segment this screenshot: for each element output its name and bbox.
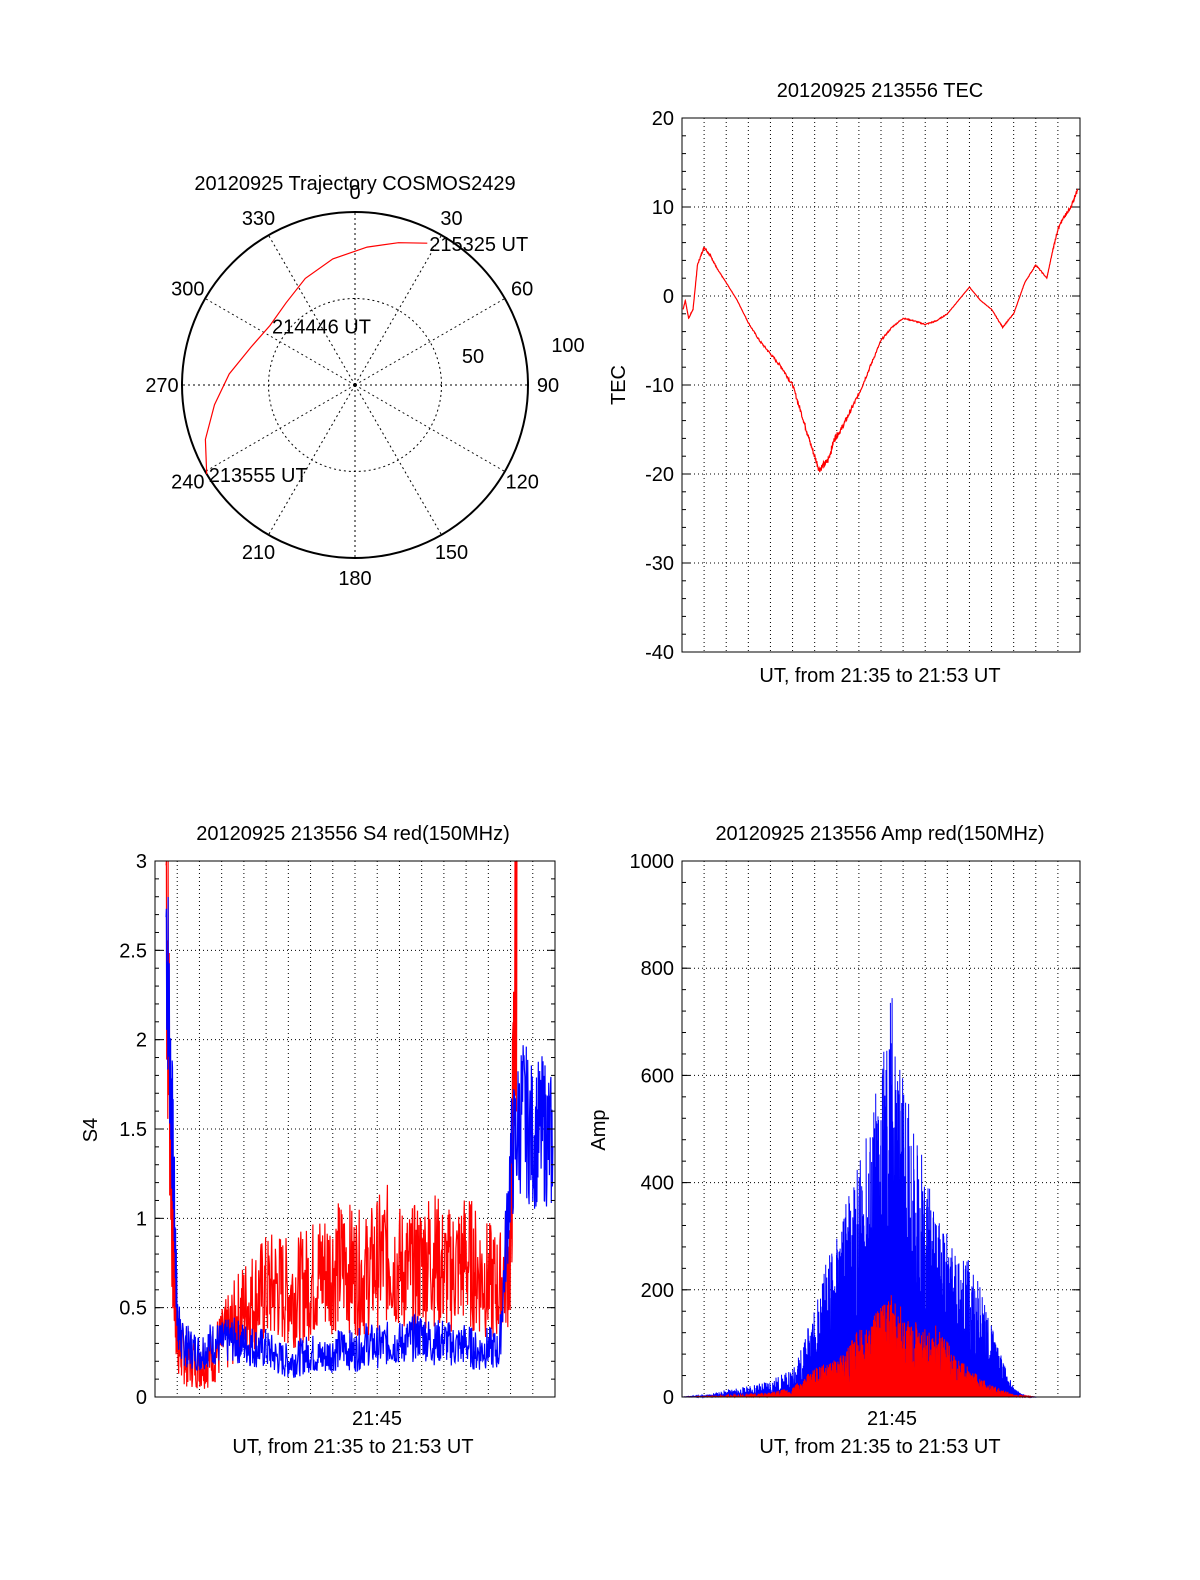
polar-angle-label: 210 bbox=[242, 542, 275, 564]
polar-angle-label: 240 bbox=[171, 472, 204, 494]
polar-angle-label: 300 bbox=[171, 279, 204, 301]
y-tick-label: 0 bbox=[136, 1387, 147, 1409]
y-tick-label: 0 bbox=[663, 1387, 674, 1409]
s4-y-axis-label: S4 bbox=[80, 1118, 102, 1142]
s4-chart-title: 20120925 213556 S4 red(150MHz) bbox=[196, 823, 510, 845]
y-tick-label: 1 bbox=[136, 1208, 147, 1230]
polar-angle-label: 120 bbox=[505, 472, 538, 494]
amp-x-tick-label: 21:45 bbox=[867, 1408, 917, 1430]
polar-outer-circle bbox=[181, 211, 529, 559]
polar-angle-label: 60 bbox=[511, 279, 533, 301]
y-tick-label: 0 bbox=[663, 286, 674, 308]
trajectory-time-label: 214446 UT bbox=[272, 316, 371, 338]
y-tick-label: 200 bbox=[641, 1280, 674, 1302]
s4-red-series bbox=[165, 860, 518, 1389]
tec-y-ticks: 20 10 0 -10 -20 -30 -40 bbox=[645, 108, 1080, 664]
polar-grid-spoke bbox=[354, 298, 506, 386]
trajectory-annotations: 215325 UT 214446 UT 213555 UT bbox=[209, 234, 529, 487]
y-tick-label: -40 bbox=[645, 642, 674, 664]
amp-y-axis-label: Amp bbox=[588, 1109, 610, 1150]
polar-angle-label: 150 bbox=[435, 542, 468, 564]
amp-y-ticks: 1000 800 600 400 200 0 bbox=[630, 851, 1080, 1409]
y-tick-label: 600 bbox=[641, 1065, 674, 1087]
polar-grid-spoke bbox=[268, 234, 356, 386]
y-tick-label: 1000 bbox=[630, 851, 675, 873]
y-tick-label: 1.5 bbox=[119, 1119, 147, 1141]
polar-angle-label: 180 bbox=[338, 568, 371, 590]
amp-red-series bbox=[682, 1295, 1080, 1399]
polar-grid-spoke bbox=[268, 384, 356, 536]
polar-chart-title: 20120925 Trajectory COSMOS2429 bbox=[194, 173, 515, 195]
y-tick-label: 2 bbox=[136, 1030, 147, 1052]
y-tick-label: -10 bbox=[645, 375, 674, 397]
y-tick-label: 0.5 bbox=[119, 1298, 147, 1320]
polar-angle-label: 270 bbox=[145, 375, 178, 397]
tec-y-axis-label: TEC bbox=[608, 365, 630, 405]
polar-radial-labels: 50 100 bbox=[462, 335, 585, 368]
amp-plot-frame bbox=[681, 860, 1081, 1398]
y-tick-label: 800 bbox=[641, 958, 674, 980]
trajectory-line bbox=[204, 242, 428, 475]
amp-x-axis-label: UT, from 21:35 to 21:53 UT bbox=[759, 1436, 1000, 1458]
tec-x-axis-label: UT, from 21:35 to 21:53 UT bbox=[759, 665, 1000, 687]
polar-radial-label: 100 bbox=[551, 335, 584, 357]
y-tick-label: 400 bbox=[641, 1173, 674, 1195]
y-tick-label: 10 bbox=[652, 197, 674, 219]
s4-blue-series bbox=[165, 896, 554, 1378]
polar-trajectory-chart: 20120925 Trajectory COSMOS2429 0 30 60 90 12… bbox=[145, 173, 584, 590]
s4-x-tick-label: 21:45 bbox=[352, 1408, 402, 1430]
polar-grid bbox=[182, 212, 528, 558]
s4-x-axis-label: UT, from 21:35 to 21:53 UT bbox=[232, 1436, 473, 1458]
polar-grid-spoke bbox=[204, 384, 356, 472]
s4-y-ticks: 3 2.5 2 1.5 1 0.5 0 bbox=[119, 851, 555, 1409]
y-tick-label: 3 bbox=[136, 851, 147, 873]
y-tick-label: 2.5 bbox=[119, 940, 147, 962]
tec-chart-title: 20120925 213556 TEC bbox=[777, 80, 983, 102]
trajectory-time-label: 215325 UT bbox=[429, 234, 528, 256]
polar-angle-label: 30 bbox=[440, 208, 462, 230]
s4-chart: 20120925 213556 S4 red(150MHz) 3 2.5 2 1.5 1… bbox=[80, 823, 556, 1458]
polar-angle-label: 0 bbox=[349, 182, 360, 204]
polar-angle-label: 90 bbox=[537, 375, 559, 397]
polar-angle-labels: 0 30 60 90 120 150 180 210 240 270 300 330 bbox=[145, 182, 559, 590]
polar-radial-label: 50 bbox=[462, 346, 484, 368]
polar-grid-spoke bbox=[354, 234, 442, 386]
y-tick-label: 20 bbox=[652, 108, 674, 130]
amp-chart: 20120925 213556 Amp red(150MHz) 1000 800 6… bbox=[588, 823, 1081, 1458]
y-tick-label: -20 bbox=[645, 464, 674, 486]
polar-grid-spoke bbox=[354, 384, 506, 472]
polar-grid-spoke bbox=[204, 298, 356, 386]
tec-grid bbox=[682, 118, 1080, 652]
trajectory-time-label: 213555 UT bbox=[209, 465, 308, 487]
tec-chart: 20120925 213556 TEC 20 10 0 -10 -20 -30 -40 UT… bbox=[608, 80, 1081, 687]
tec-series-line bbox=[682, 188, 1079, 473]
polar-angle-label: 330 bbox=[242, 208, 275, 230]
amp-chart-title: 20120925 213556 Amp red(150MHz) bbox=[715, 823, 1044, 845]
polar-grid-spoke bbox=[354, 384, 442, 536]
y-tick-label: -30 bbox=[645, 553, 674, 575]
